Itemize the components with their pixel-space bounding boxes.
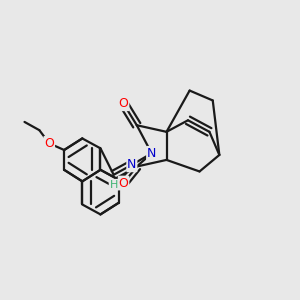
Text: H: H (110, 180, 118, 190)
Text: N: N (127, 158, 136, 171)
Text: O: O (118, 97, 128, 110)
Text: O: O (118, 176, 128, 190)
Text: N: N (147, 147, 156, 160)
Text: O: O (44, 137, 54, 150)
